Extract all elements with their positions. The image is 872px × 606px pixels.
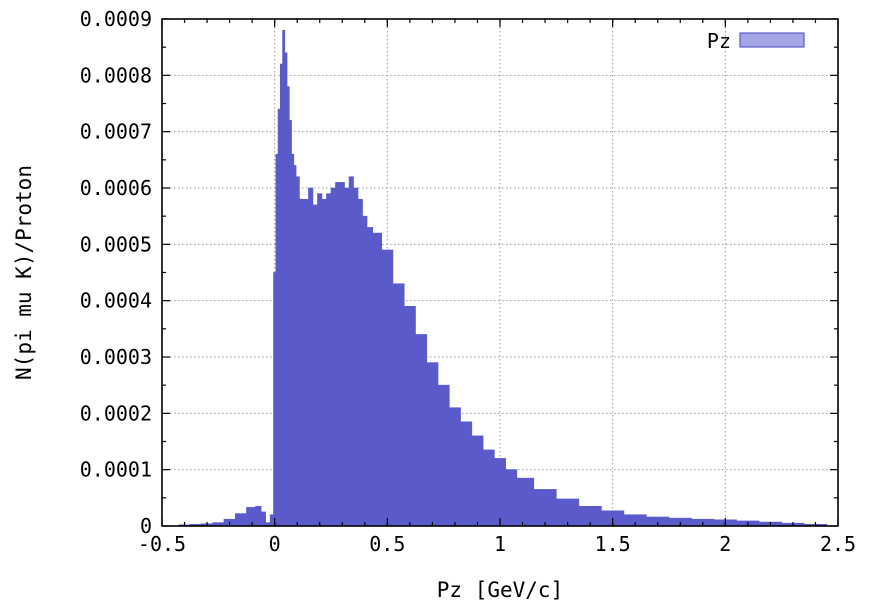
x-tick-label: -0.5: [138, 532, 186, 556]
grid-lines: [162, 19, 838, 526]
histogram-bar: [308, 187, 314, 527]
y-tick-label: 0.0002: [80, 401, 152, 425]
x-tick-label: 0.5: [369, 532, 405, 556]
legend-swatch-pz: [739, 32, 805, 48]
histogram-bar: [303, 198, 309, 527]
legend: Pz: [707, 29, 805, 53]
histogram-bar: [426, 362, 439, 527]
histogram-bars: [178, 29, 828, 527]
histogram-bar: [348, 176, 354, 527]
histogram-bar: [291, 153, 295, 527]
histogram-bar: [362, 215, 368, 527]
histogram-bar: [494, 458, 506, 527]
histogram-bar: [269, 514, 274, 527]
histogram-bar: [284, 52, 288, 527]
histogram-bar: [326, 193, 332, 527]
histogram-bar: [353, 187, 359, 527]
y-tick-label: 0.0007: [80, 120, 152, 144]
histogram-bar: [372, 232, 383, 527]
histogram-bar: [392, 283, 405, 527]
histogram-bar: [448, 407, 461, 527]
histogram-bar: [533, 489, 557, 527]
x-axis-label: Pz [GeV/c]: [437, 578, 563, 602]
x-tick-label: 1: [494, 532, 506, 556]
histogram-bar: [282, 29, 286, 527]
histogram-bar: [357, 198, 363, 527]
histogram-bar: [260, 511, 266, 527]
y-tick-labels: 0 0.0001 0.0002 0.0003 0.0004 0.0005 0.0006 0.0…: [80, 7, 152, 538]
histogram-bar: [556, 498, 580, 527]
histogram-bar: [516, 477, 535, 527]
histogram-bar: [482, 449, 495, 527]
y-tick-label: 0.0009: [80, 7, 152, 31]
histogram-bar: [279, 63, 283, 527]
histogram-bar: [299, 198, 305, 527]
x-tick-label: 1.5: [595, 532, 631, 556]
histogram-bar: [330, 187, 336, 527]
y-tick-label: 0.0008: [80, 63, 152, 87]
x-tick-label: 0: [269, 532, 281, 556]
histogram-bar: [460, 421, 473, 527]
histogram-bar: [437, 384, 450, 527]
histogram-bar: [289, 120, 292, 527]
legend-label-pz: Pz: [707, 29, 731, 53]
histogram-bar: [366, 227, 373, 527]
x-tick-labels: -0.5 0 0.5 1 1.5 2 2.5: [138, 532, 856, 556]
histogram-bar: [295, 176, 300, 527]
histogram-bar: [471, 435, 484, 527]
y-tick-label: 0.0003: [80, 345, 152, 369]
histogram-bar: [234, 513, 247, 527]
histogram-bar: [321, 198, 327, 527]
x-tick-label: 2.5: [820, 532, 856, 556]
histogram-bar: [344, 187, 350, 527]
histogram-bar: [293, 165, 297, 527]
histogram-bar: [317, 193, 323, 527]
y-tick-label: 0: [140, 514, 152, 538]
y-tick-label: 0.0001: [80, 458, 152, 482]
y-tick-label: 0.0006: [80, 176, 152, 200]
y-axis-label: N(pi mu K)/Proton: [12, 165, 36, 380]
histogram-bar: [415, 334, 428, 527]
histogram-bar: [246, 507, 256, 527]
histogram-bar: [312, 204, 318, 527]
histogram-bar: [255, 505, 262, 527]
histogram-bar: [403, 305, 416, 527]
histogram-bar: [286, 86, 290, 527]
x-tick-label: 2: [719, 532, 731, 556]
histogram-bar: [275, 153, 279, 527]
plot-frame: [161, 18, 839, 527]
histogram-bar: [335, 182, 341, 527]
histogram-bar: [273, 272, 277, 527]
histogram-bar: [381, 249, 394, 527]
y-tick-label: 0.0005: [80, 232, 152, 256]
histogram-bar: [339, 182, 345, 527]
histogram-bar: [277, 108, 281, 527]
histogram-bar: [505, 469, 518, 527]
y-tick-label: 0.0004: [80, 289, 152, 313]
